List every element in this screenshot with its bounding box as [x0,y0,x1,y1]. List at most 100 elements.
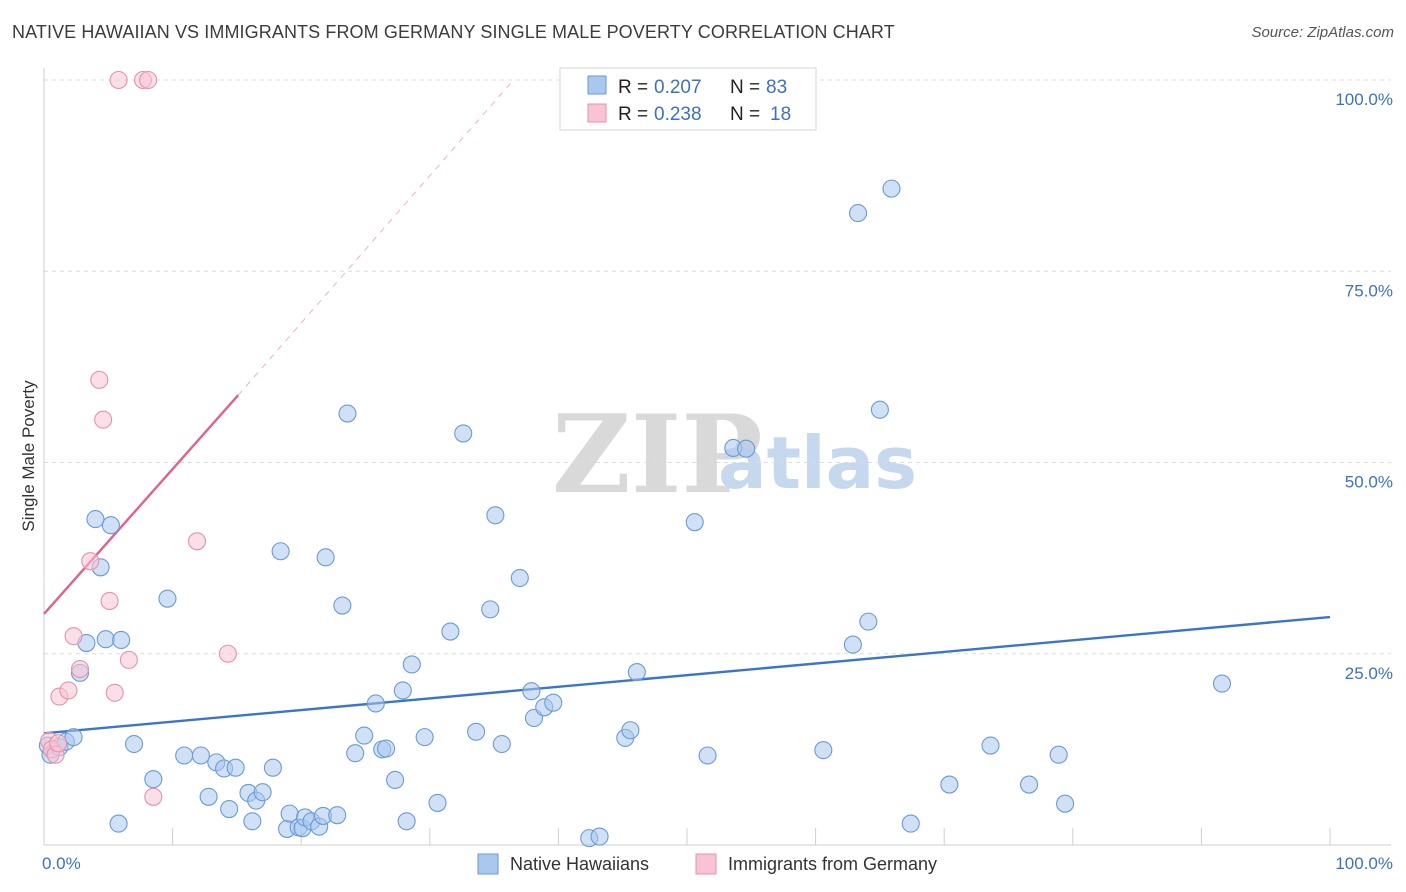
point-hawaiians-66 [621,721,640,740]
point-hawaiians-11 [109,814,128,833]
point-germany-3 [49,734,68,753]
point-hawaiians-46 [386,770,405,790]
point-hawaiians-76 [870,400,889,419]
point-hawaiians-74 [848,204,868,223]
legend-top-n-label-germany: N = [730,104,760,125]
point-hawaiians-71 [737,439,756,458]
point-hawaiians-79 [940,775,959,794]
point-hawaiians-22 [226,758,245,777]
point-germany-6 [64,627,83,646]
point-hawaiians-24 [243,812,262,831]
x-tick-label-0: 0.0% [42,854,81,873]
point-germany-16 [139,70,158,90]
point-hawaiians-62 [544,693,563,712]
point-hawaiians-82 [1049,745,1068,764]
point-hawaiians-37 [316,548,335,567]
point-hawaiians-38 [328,806,347,825]
data-points [38,70,1232,848]
legend-top-swatch-germany [587,103,607,123]
point-hawaiians-77 [882,179,901,198]
legend-top-r-value-germany: 0.238 [654,104,702,125]
y-axis-label: Single Male Poverty [19,380,38,532]
y-tick-label-1: 75.0% [1345,281,1393,300]
point-hawaiians-73 [843,635,862,654]
point-hawaiians-57 [492,734,511,754]
point-hawaiians-39 [333,596,352,615]
point-hawaiians-18 [199,787,218,806]
legend-top-r-value-hawaiians: 0.207 [654,77,702,98]
point-hawaiians-50 [415,728,434,747]
point-hawaiians-45 [377,739,396,758]
legend-top: R = 0.207 N = 83 R = 0.238 N = 18 [559,67,817,131]
point-hawaiians-15 [158,589,177,608]
point-hawaiians-54 [467,722,486,741]
point-germany-13 [109,70,128,90]
chart-title: NATIVE HAWAIIAN VS IMMIGRANTS FROM GERMA… [12,22,895,42]
legend-label-native-hawaiians: Native Hawaiians [510,854,649,874]
watermark: ZIP atlas [552,392,917,518]
point-hawaiians-42 [355,726,374,745]
legend-top-r-label-hawaiians: R = [618,77,648,98]
point-hawaiians-67 [627,663,646,682]
point-germany-11 [100,591,119,611]
legend-label-immigrants-germany: Immigrants from Germany [728,854,937,874]
point-hawaiians-21 [220,799,239,819]
trend-lines [43,79,1331,735]
point-hawaiians-55 [481,600,500,619]
point-hawaiians-10 [101,516,120,535]
point-hawaiians-72 [814,741,833,760]
point-hawaiians-53 [454,424,473,443]
legend-top-n-value-hawaiians: 83 [766,77,787,98]
x-tick-label-1: 100.0% [1335,854,1393,873]
point-hawaiians-4 [64,728,83,747]
point-hawaiians-51 [428,793,447,812]
trend-line-1 [43,394,240,615]
point-germany-14 [119,650,138,669]
point-hawaiians-41 [346,744,365,763]
legend-top-swatch-hawaiians [587,75,607,95]
point-hawaiians-7 [86,510,105,529]
source-label: Source: ZipAtlas.com [1251,24,1394,41]
point-germany-18 [187,532,207,551]
point-germany-7 [70,659,90,679]
point-germany-9 [90,370,109,389]
y-tick-label-2: 50.0% [1345,473,1393,492]
point-hawaiians-16 [175,746,194,765]
point-germany-8 [81,552,100,571]
point-hawaiians-26 [253,783,272,802]
point-hawaiians-83 [1056,794,1075,813]
legend-swatch-immigrants-germany [695,853,717,875]
y-tick-labels: 100.0% 75.0% 50.0% 25.0% [1335,90,1393,683]
y-tick-label-0: 100.0% [1335,90,1393,109]
point-hawaiians-17 [191,746,210,765]
trend-line-dashed-1 [237,79,514,396]
point-hawaiians-49 [402,655,421,674]
point-hawaiians-64 [590,827,609,846]
x-ticks [43,828,1331,845]
point-hawaiians-56 [486,506,505,525]
point-germany-5 [59,681,78,700]
point-hawaiians-40 [338,404,357,423]
point-hawaiians-78 [901,814,920,833]
legend-top-n-label-hawaiians: N = [730,77,760,98]
point-hawaiians-48 [397,812,416,831]
point-germany-17 [144,787,163,806]
legend-swatch-native-hawaiians [477,853,499,875]
point-germany-12 [105,683,124,702]
point-hawaiians-69 [698,746,717,765]
gridlines [44,79,1391,655]
point-hawaiians-9 [96,630,115,649]
point-hawaiians-52 [441,622,460,641]
point-germany-19 [218,644,237,663]
legend-bottom: Native Hawaiians Immigrants from Germany [477,853,937,875]
legend-top-r-label-germany: R = [618,104,648,125]
point-hawaiians-12 [112,630,131,650]
point-hawaiians-75 [859,612,878,631]
point-hawaiians-68 [685,513,704,532]
point-hawaiians-84 [1212,674,1232,693]
point-hawaiians-58 [510,568,529,588]
point-hawaiians-27 [263,758,282,777]
point-hawaiians-28 [271,542,290,561]
point-hawaiians-43 [366,694,385,713]
